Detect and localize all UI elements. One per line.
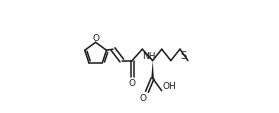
- Text: O: O: [139, 93, 146, 102]
- Text: NH: NH: [143, 51, 156, 60]
- Text: S: S: [180, 51, 186, 61]
- Polygon shape: [151, 61, 154, 79]
- Text: O: O: [129, 79, 136, 87]
- Text: OH: OH: [162, 82, 176, 91]
- Text: O: O: [92, 33, 99, 42]
